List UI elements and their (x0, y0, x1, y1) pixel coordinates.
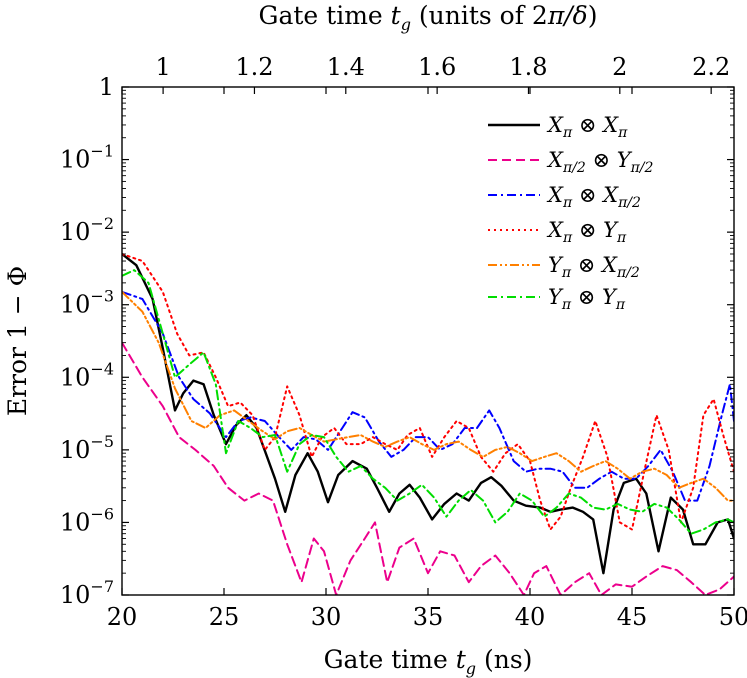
legend-entry-xpi-ypi: Xπ ⊗ Yπ (488, 218, 627, 246)
legend-entry-xpi2-ypi2: Xπ/2 ⊗ Yπ/2 (488, 148, 654, 176)
x-tick-label: 25 (209, 603, 240, 631)
y-tick-label: 10−5 (60, 432, 114, 464)
series-line-5 (122, 290, 734, 502)
x-tick-label: 50 (719, 603, 747, 631)
y-tick-label: 10−1 (60, 142, 114, 174)
x-tick-label: 30 (311, 603, 342, 631)
axis-layer: 20 25 30 35 40 45 50 1 1.2 1.4 1.6 1.8 2 2.2 1 10−1 10−2… (60, 53, 747, 631)
svg-text:Yπ ⊗ Xπ/2: Yπ ⊗ Xπ/2 (548, 253, 640, 281)
x2-tick-label: 1.6 (418, 53, 456, 81)
svg-text:Xπ ⊗ Xπ/2: Xπ ⊗ Xπ/2 (546, 183, 641, 211)
y-tick-label: 10−6 (60, 504, 114, 536)
legend-entry-xpi-xpi: Xπ ⊗ Xπ (488, 113, 628, 141)
x2-tick-label: 2.2 (692, 53, 730, 81)
svg-text:Xπ/2 ⊗ Yπ/2: Xπ/2 ⊗ Yπ/2 (546, 148, 654, 176)
legend-entry-xpi-xpi2: Xπ ⊗ Xπ/2 (488, 183, 641, 211)
y-tick-label: 10−3 (60, 287, 114, 319)
x2-tick-label: 1 (155, 53, 170, 81)
legend-entry-ypi-ypi: Yπ ⊗ Yπ (488, 285, 626, 313)
legend: Xπ ⊗ Xπ Xπ/2 ⊗ Yπ/2 Xπ ⊗ Xπ/2 Xπ ⊗ Yπ Yπ… (488, 113, 654, 313)
y-tick-label: 10−7 (60, 577, 114, 609)
y-axis-title: Error 1 − Φ (3, 266, 32, 416)
y-tick-label: 10−2 (60, 214, 114, 246)
x2-tick-label: 1.2 (235, 53, 273, 81)
series-line-2 (122, 341, 734, 595)
x-tick-label: 20 (107, 603, 138, 631)
x-tick-label: 35 (413, 603, 444, 631)
x2-tick-label: 2 (612, 53, 627, 81)
x2-tick-label: 1.8 (509, 53, 547, 81)
series-line-1 (122, 252, 734, 575)
x-axis-title: Gate time tg (ns) (324, 645, 533, 678)
svg-text:Xπ ⊗ Xπ: Xπ ⊗ Xπ (546, 113, 628, 141)
series-layer (122, 252, 734, 595)
x2-axis-title: Gate time tg (units of 2π/δ) (258, 1, 597, 34)
svg-text:Yπ ⊗ Yπ: Yπ ⊗ Yπ (548, 285, 626, 313)
x2-tick-label: 1.4 (327, 53, 365, 81)
x-tick-label: 45 (617, 603, 648, 631)
svg-text:Xπ ⊗ Yπ: Xπ ⊗ Yπ (546, 218, 627, 246)
legend-entry-ypi-xpi2: Yπ ⊗ Xπ/2 (488, 253, 640, 281)
series-line-3 (122, 290, 734, 502)
y-tick-label: 1 (99, 73, 114, 101)
y-tick-label: 10−4 (60, 359, 114, 391)
x-tick-label: 40 (515, 603, 546, 631)
series-line-6 (122, 269, 734, 535)
series-line-4 (122, 253, 734, 531)
